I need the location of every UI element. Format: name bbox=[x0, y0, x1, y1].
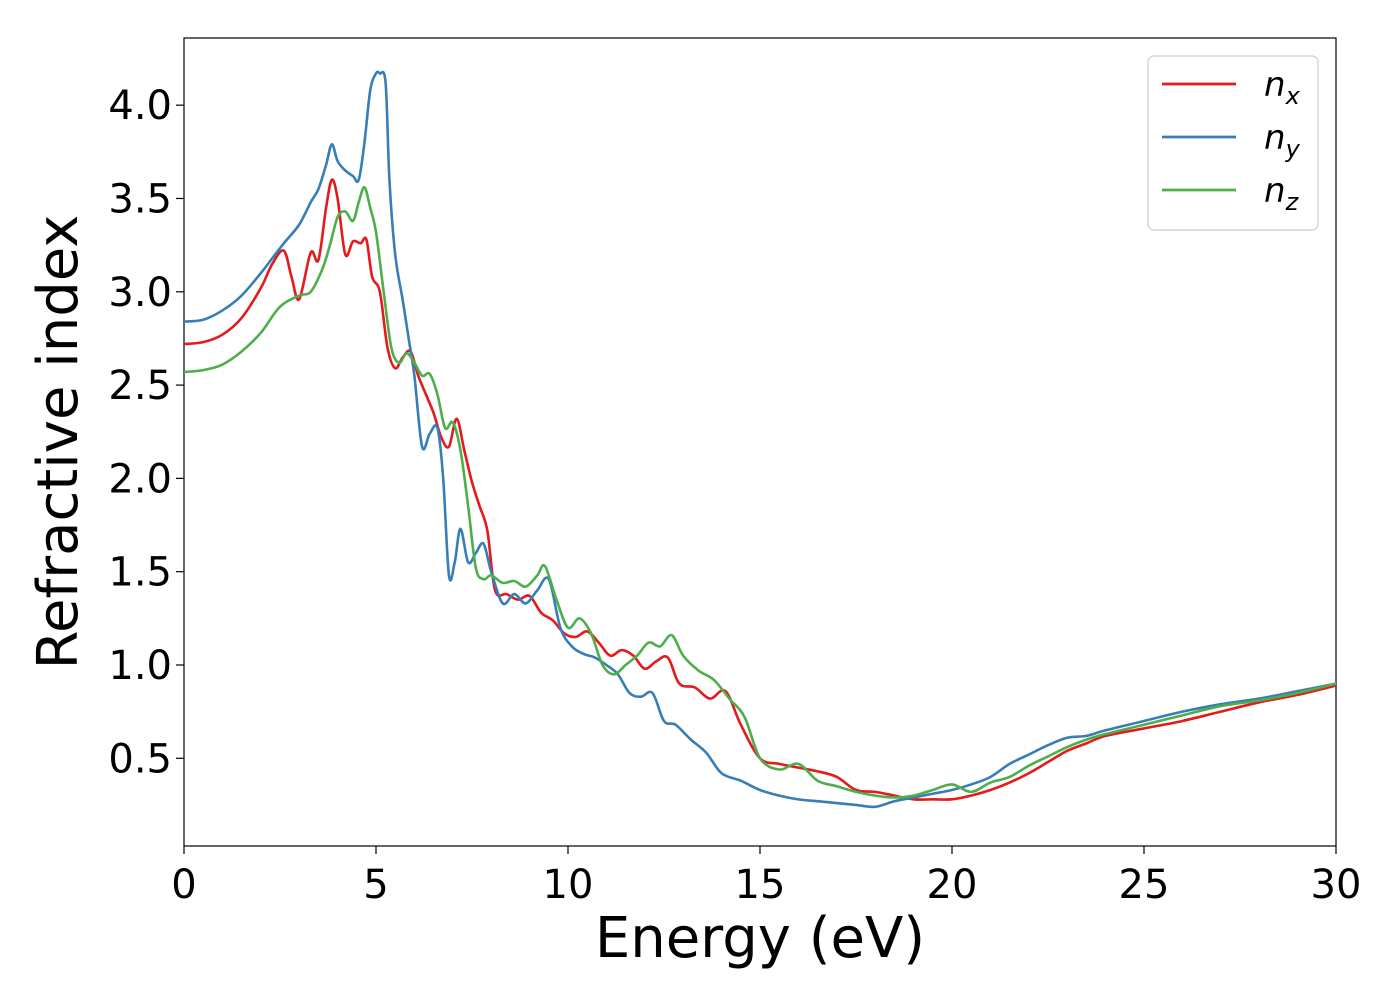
y-tick-label: 4.0 bbox=[108, 83, 172, 129]
y-tick-label: 3.5 bbox=[108, 176, 172, 222]
x-tick-label: 5 bbox=[363, 862, 388, 908]
x-tick-label: 30 bbox=[1311, 862, 1362, 908]
x-axis: 0 5 10 15 20 25 30 bbox=[171, 846, 1361, 908]
plot-area bbox=[183, 37, 1337, 847]
series-line-x bbox=[184, 178, 1336, 801]
y-tick-label: 3.0 bbox=[108, 270, 172, 316]
x-tick-label: 0 bbox=[171, 862, 196, 908]
x-tick-label: 15 bbox=[735, 862, 786, 908]
legend: nx ny nz bbox=[1147, 55, 1319, 231]
x-tick-label: 25 bbox=[1119, 862, 1170, 908]
y-tick-label: 1.0 bbox=[108, 643, 172, 689]
x-axis-label: Energy (eV) bbox=[595, 906, 925, 971]
y-tick-label: 2.0 bbox=[108, 456, 172, 502]
legend-label-x: nx bbox=[1264, 65, 1301, 110]
legend-label-z: nz bbox=[1264, 171, 1300, 216]
legend-label-y: ny bbox=[1264, 118, 1301, 163]
y-tick-label: 1.5 bbox=[108, 550, 172, 596]
series-line-z bbox=[184, 185, 1336, 799]
x-tick-label: 10 bbox=[543, 862, 594, 908]
y-axis: 0.5 1.0 1.5 2.0 2.5 3.0 3.5 4.0 bbox=[108, 83, 184, 782]
y-axis-label: Refractive index bbox=[26, 215, 91, 670]
y-tick-label: 0.5 bbox=[108, 736, 172, 782]
legend-frame bbox=[1147, 55, 1319, 231]
y-tick-label: 2.5 bbox=[108, 363, 172, 409]
x-tick-label: 20 bbox=[927, 862, 978, 908]
series-layer bbox=[184, 70, 1336, 809]
